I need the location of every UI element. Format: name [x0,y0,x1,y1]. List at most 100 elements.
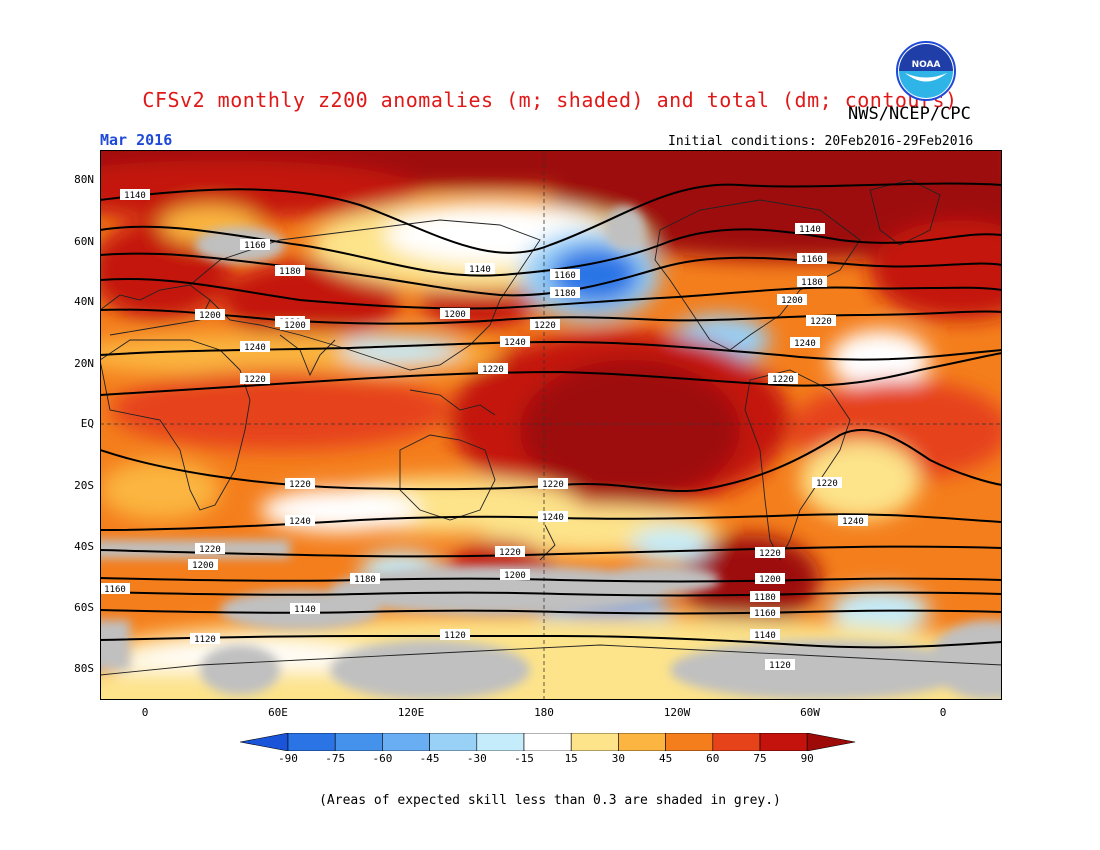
lat-label: EQ [80,417,94,430]
contour-label-box [280,319,310,330]
contour-label: 1140 [754,631,776,641]
colorbar-swatch [618,733,666,751]
contour-label-box [440,308,470,319]
height-contour [100,577,1002,583]
lat-label: 40S [74,540,94,553]
colorbar-label: -75 [325,752,346,765]
contour-label-box [750,591,780,602]
contour-label: 1220 [499,548,521,558]
colorbar-swatch [240,733,289,751]
height-contours [100,182,1002,649]
contour-label-box [797,276,827,287]
contour-label-box [240,341,270,352]
contour-label-box [538,511,568,522]
lon-label: 0 [141,706,149,719]
contour-label-box [750,629,780,640]
contour-label: 1240 [289,517,311,527]
contour-label-box [195,309,225,320]
contour-label-box [495,546,525,557]
contour-label-box [797,253,827,264]
contour-label-box [440,629,470,640]
skill-footnote: (Areas of expected skill less than 0.3 a… [319,793,781,808]
contour-label-box [195,543,225,554]
colorbar-swatch [665,733,714,751]
colorbar-swatch [712,733,761,751]
colorbar-label: 30 [611,752,626,765]
lat-label: 80S [74,662,94,675]
contour-label-box [838,515,868,526]
contour-label: 1220 [289,480,311,490]
contour-label-box [275,265,305,276]
contour-label: 1220 [542,480,564,490]
colorbar-swatch [476,733,525,751]
contour-label-box [755,547,785,558]
colorbar-swatch [570,733,619,751]
colorbar-swatch [806,733,856,751]
colorbar-label: -60 [372,752,393,765]
colorbar-swatch [429,733,478,751]
lon-label: 120W [663,706,691,719]
contour-label: 1240 [244,343,266,353]
colorbar-swatch [287,733,336,751]
colorbar-label: 15 [564,752,578,765]
contour-label: 1160 [244,241,266,251]
contour-label: 1240 [794,339,816,349]
contour-label: 1220 [772,375,794,385]
contour-label-box [240,239,270,250]
org-label: NWS/NCEP/CPC [848,104,971,124]
contour-label: 1140 [294,605,316,615]
contour-label-box [478,363,508,374]
contour-label-box [190,633,220,644]
contour-label: 1220 [816,479,838,489]
contour-label: 1160 [801,255,823,265]
contour-label: 1160 [554,271,576,281]
lat-label: 20N [74,357,94,370]
contour-label-box [550,287,580,298]
colorbar-swatch [382,733,430,751]
lat-label: 60S [74,601,94,614]
contour-label: 1200 [444,310,466,320]
lat-label: 40N [74,295,94,308]
contour-label: 1220 [810,317,832,327]
contour-label-box [777,294,807,305]
contour-label: 1160 [104,585,126,595]
contour-label: 1200 [759,575,781,585]
initial-conditions-label: Initial conditions: 20Feb2016-29Feb2016 [668,134,974,149]
contour-label: 1220 [482,365,504,375]
colorbar-swatch [523,733,572,751]
lat-label: 80N [74,173,94,186]
colorbar-label: -45 [419,752,440,765]
height-contour [100,545,1002,558]
contour-label: 1180 [279,267,301,277]
colorbar-label: -30 [466,752,487,765]
colorbar-swatch [334,733,383,751]
contour-label-box [500,569,530,580]
lon-label: 180 [534,706,554,719]
svg-text:NOAA: NOAA [912,60,941,70]
lon-label: 120E [397,706,425,719]
contour-label: 1180 [801,278,823,288]
colorbar-swatch [759,733,808,751]
map-frame [100,150,1002,700]
contour-label: 1120 [194,635,216,645]
contour-label-box [795,223,825,234]
contour-label-box [500,336,530,347]
height-contour [100,591,1002,597]
contour-label-box [240,373,270,384]
contour-label-box [120,189,150,200]
contour-label-box [538,478,568,489]
contour-label: 1140 [124,191,146,201]
height-contour [100,340,1002,361]
contour-label-box [285,515,315,526]
lon-label: 60E [268,706,288,719]
contour-label: 1220 [759,549,781,559]
lon-label: 0 [939,706,947,719]
month-label: Mar 2016 [100,131,173,149]
colorbar-label: -90 [278,752,298,765]
contour-label: 1200 [284,321,306,331]
contour-label: 1120 [444,631,466,641]
contour-label-box [765,659,795,670]
contour-label: 1180 [754,593,776,603]
contour-label: 1220 [534,321,556,331]
height-contour [100,352,1002,396]
